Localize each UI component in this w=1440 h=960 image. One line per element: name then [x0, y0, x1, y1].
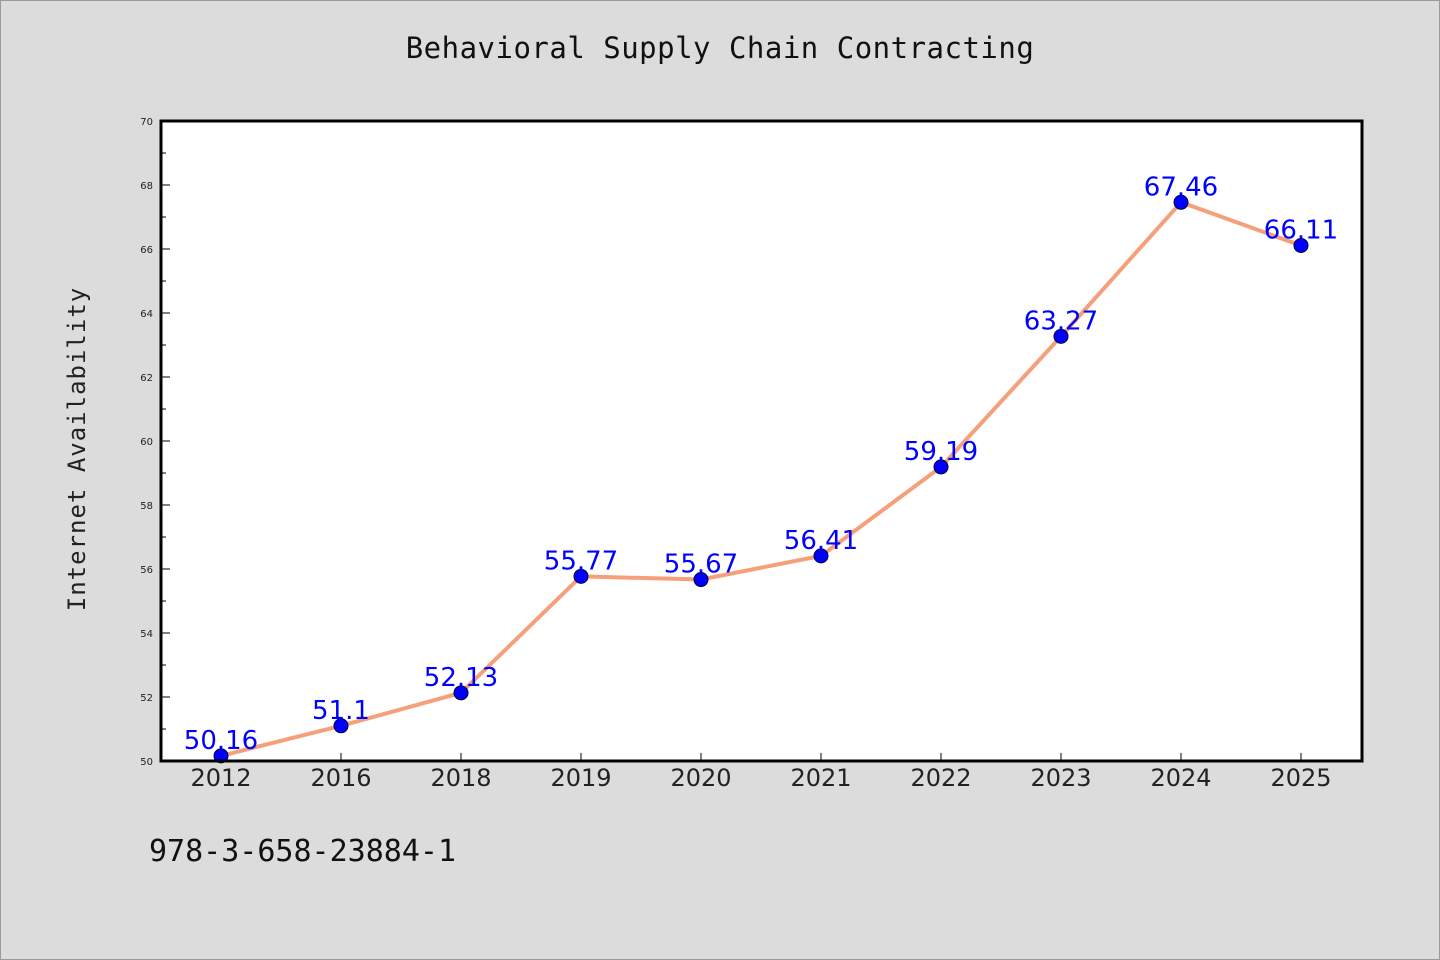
y-tick-label: 66	[140, 245, 153, 256]
data-label: 52.13	[424, 663, 498, 693]
data-point	[333, 718, 349, 734]
y-tick-label: 52	[140, 693, 153, 704]
data-label: 55.67	[664, 550, 738, 580]
data-label: 51.1	[312, 696, 370, 726]
x-tick-label: 2021	[790, 764, 851, 792]
y-tick-label: 62	[140, 373, 153, 384]
data-label: 59.19	[904, 437, 978, 467]
chart-title: Behavioral Supply Chain Contracting	[405, 31, 1035, 65]
series-markers	[213, 194, 1309, 764]
data-point	[1173, 194, 1189, 210]
plot-frame	[159, 119, 1364, 763]
data-label: 56.41	[784, 526, 858, 556]
plot-area	[161, 121, 1362, 761]
data-point	[693, 572, 709, 588]
y-tick-label: 60	[140, 437, 153, 448]
x-tick-label: 2023	[1030, 764, 1091, 792]
data-point	[933, 459, 949, 475]
x-tick-label: 2012	[190, 764, 251, 792]
y-tick-label: 54	[140, 629, 153, 640]
y-tick-label: 70	[140, 117, 153, 128]
data-point	[213, 748, 229, 764]
data-label: 66.11	[1264, 215, 1338, 245]
x-tick-label: 2019	[550, 764, 611, 792]
data-labels: 50.16 51.1 52.13 55.77 55.67 56.41 59.19 63.27 6…	[184, 172, 1338, 756]
data-label: 55.77	[544, 546, 618, 576]
data-point	[1293, 237, 1309, 253]
x-tick-label: 2025	[1270, 764, 1331, 792]
x-tick-label: 2018	[430, 764, 491, 792]
series-line	[219, 200, 1303, 758]
data-point	[813, 548, 829, 564]
data-point	[1053, 328, 1069, 344]
y-tick-label: 56	[140, 565, 153, 576]
data-point	[573, 568, 589, 584]
x-tick-label: 2022	[910, 764, 971, 792]
y-tick-label: 68	[140, 181, 153, 192]
x-axis: 2012 2016 2018 2019 2020 2021 2022 2023 2024 2025	[190, 753, 1332, 792]
x-tick-label: 2024	[1150, 764, 1211, 792]
data-label: 50.16	[184, 726, 258, 756]
x-tick-label: 2016	[310, 764, 371, 792]
y-tick-label: 64	[140, 309, 153, 320]
data-label: 63.27	[1024, 306, 1098, 336]
y-tick-label: 58	[140, 501, 153, 512]
data-label: 67.46	[1144, 172, 1218, 202]
footer-isbn: 978-3-658-23884-1	[149, 834, 457, 869]
data-point	[453, 685, 469, 701]
y-tick-label: 50	[140, 757, 153, 768]
x-tick-label: 2020	[670, 764, 731, 792]
